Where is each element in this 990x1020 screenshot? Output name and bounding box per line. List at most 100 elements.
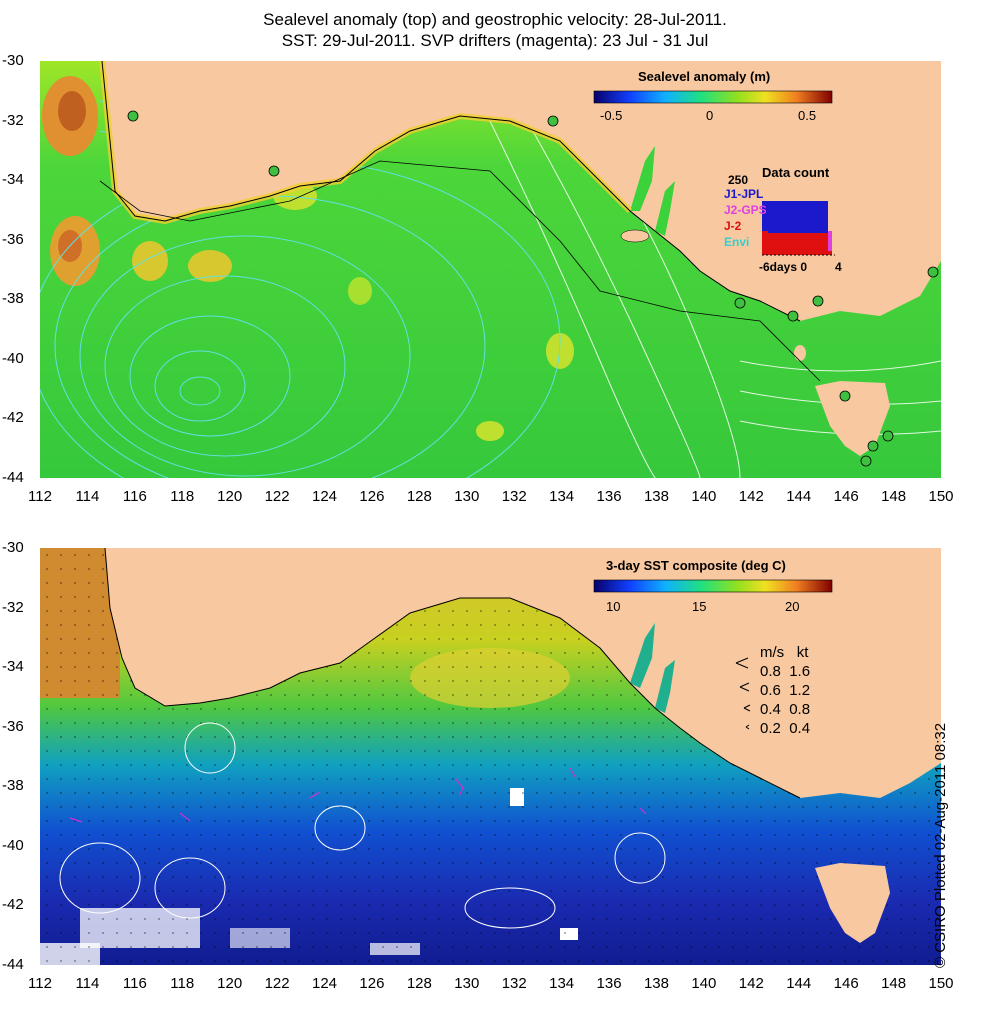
coastline	[104, 547, 801, 799]
y-tick-label: -36	[2, 717, 24, 735]
y-tick-label: -44	[2, 956, 24, 973]
mission-j-2: J-2	[724, 219, 742, 233]
x-tick-label: 138	[643, 488, 669, 505]
x-tick-label: 144	[786, 975, 812, 992]
sst-tick-15: 15	[692, 599, 707, 614]
speed-kt: 1.6	[789, 663, 811, 680]
coastline	[101, 60, 801, 322]
x-tick-label: 132	[501, 975, 527, 992]
tasmania	[815, 381, 890, 456]
mission-j1: J1-JPL	[724, 187, 764, 201]
king-island	[794, 345, 806, 361]
unit-ms: m/s	[760, 644, 785, 661]
figure-title-line1: Sealevel anomaly (top) and geostrophic v…	[263, 10, 727, 29]
y-tick-label: -42	[2, 896, 24, 914]
velocity-legend: m/s kt 0.8 1.6 0.6 1.2 0.4 0.8 0.2 0.4	[760, 643, 810, 738]
y-tick-label: -30	[2, 52, 24, 69]
warm-anomaly	[132, 241, 168, 281]
y-tick-label: -42	[2, 409, 24, 427]
data-count-xlabel: -6days 0	[759, 260, 808, 274]
data-count-histogram	[762, 201, 835, 256]
sealevel-map-svg	[29, 60, 942, 522]
x-tick-label: 118	[170, 488, 195, 505]
x-tick-label: 112	[28, 488, 52, 505]
warm-anomaly	[348, 277, 372, 305]
x-tick-label: 146	[833, 488, 859, 505]
x-tick-label: 148	[881, 488, 907, 505]
speed-kt: 1.2	[789, 682, 811, 699]
sst-map-svg	[40, 547, 941, 965]
y-tick-label: -38	[2, 777, 24, 795]
warm-anomaly-core	[58, 91, 86, 131]
sla-contours-overlay	[59, 722, 666, 929]
x-tick-label: 134	[549, 975, 575, 992]
australia-land	[40, 548, 941, 798]
x-tick-label: 120	[217, 488, 243, 505]
x-tick-label: 128	[406, 488, 432, 505]
x-tick-label: 122	[264, 488, 290, 505]
x-tick-label: 116	[122, 975, 147, 992]
x-tick-label: 130	[454, 975, 480, 992]
x-tick-label: 136	[596, 975, 622, 992]
x-tick-label: 144	[786, 488, 812, 505]
x-tick-label: 140	[691, 975, 717, 992]
kangaroo-island	[620, 229, 650, 243]
velocity-legend-row: 0.4 0.8	[760, 700, 810, 719]
x-tick-label: 126	[359, 488, 385, 505]
y-tick-label: -40	[2, 349, 24, 367]
sst-tick-10: 10	[606, 599, 621, 614]
figure-title-line2: SST: 29-Jul-2011. SVP drifters (magenta)…	[281, 31, 709, 50]
x-tick-label: 134	[549, 488, 575, 505]
x-tick-label: 126	[359, 975, 385, 992]
data-count-max: 250	[728, 173, 749, 187]
x-tick-label: 150	[928, 975, 954, 992]
sst-colorbar-title: 3-day SST composite (deg C)	[606, 558, 786, 573]
y-tick-label: -32	[2, 598, 24, 616]
data-count-title: Data count	[762, 165, 830, 180]
st-vincent-gulf	[655, 181, 675, 236]
mission-envi: Envi	[724, 235, 750, 249]
spencer-gulf	[630, 146, 655, 211]
st-vincent-gulf	[655, 660, 675, 713]
x-tick-label: 116	[122, 488, 147, 505]
x-tick-label: 124	[312, 975, 338, 992]
x-tick-label: 142	[738, 975, 764, 992]
y-tick-label: -40	[2, 836, 24, 854]
x-tick-label: 136	[596, 488, 622, 505]
sla-tick-pos: 0.5	[798, 108, 817, 123]
y-tick-label: -32	[2, 111, 24, 129]
velocity-legend-arrows	[735, 657, 751, 730]
x-tick-label: 148	[881, 975, 907, 992]
y-tick-label: -34	[2, 171, 24, 189]
sst-map: 3-day SST composite (deg C) 10 15 20 m/s…	[40, 547, 941, 965]
credit-text: © CSIRO Plotted 02-Aug-2011 08:32	[932, 722, 949, 968]
x-tick-label: 150	[928, 488, 954, 505]
speed-kt: 0.4	[789, 720, 811, 737]
x-tick-label: 128	[406, 975, 432, 992]
velocity-legend-row: 0.2 0.4	[760, 719, 810, 738]
shelf-isobath	[99, 160, 821, 382]
tasmania	[815, 863, 890, 943]
x-tick-label: 122	[264, 975, 290, 992]
x-tick-label: 140	[691, 488, 717, 505]
velocity-legend-header: m/s kt	[760, 643, 810, 662]
x-tick-label: 142	[738, 488, 764, 505]
x-tick-label: 138	[643, 975, 669, 992]
x-tick-label: 112	[28, 975, 52, 992]
x-tick-label: 120	[217, 975, 243, 992]
tide-gauge-markers	[127, 110, 939, 467]
x-tick-label: 114	[75, 488, 100, 505]
y-tick-label: -34	[2, 658, 24, 676]
warm-anomaly	[476, 421, 504, 441]
australia-land	[40, 61, 941, 321]
x-tick-label: 132	[501, 488, 527, 505]
sla-colorbar-title: Sealevel anomaly (m)	[638, 69, 771, 84]
data-count-xend: 4	[835, 260, 842, 274]
svp-drifters	[69, 767, 647, 823]
spencer-gulf	[630, 623, 655, 688]
x-tick-label: 124	[312, 488, 338, 505]
x-tick-label: 114	[75, 975, 100, 992]
speed-ms: 0.6	[760, 682, 781, 699]
sla-tick-zero: 0	[706, 108, 714, 123]
velocity-legend-row: 0.8 1.6	[760, 662, 810, 681]
